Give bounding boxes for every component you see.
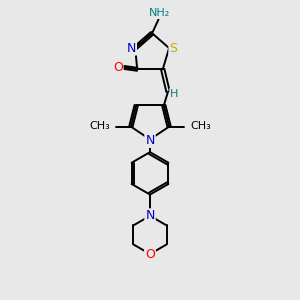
- Text: H: H: [170, 89, 178, 99]
- Text: N: N: [127, 42, 136, 55]
- Text: O: O: [145, 248, 155, 260]
- Text: CH₃: CH₃: [89, 121, 110, 130]
- Text: NH₂: NH₂: [149, 8, 170, 18]
- Text: S: S: [169, 42, 177, 55]
- Text: O: O: [113, 61, 123, 74]
- Text: N: N: [145, 209, 155, 222]
- Text: CH₃: CH₃: [190, 121, 211, 130]
- Text: N: N: [145, 134, 155, 147]
